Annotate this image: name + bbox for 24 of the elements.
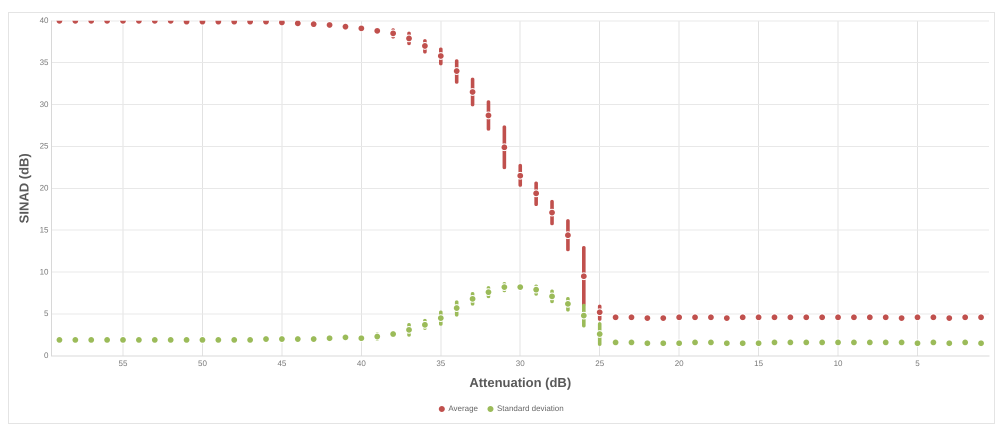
x-tick-label: 30 — [516, 358, 526, 368]
y-tick-label: 20 — [40, 184, 50, 193]
y-tick-label: 25 — [40, 142, 50, 151]
x-axis-title: Attenuation (dB) — [469, 374, 572, 390]
x-tick-label: 35 — [436, 358, 446, 368]
x-tick-label: 50 — [198, 358, 208, 368]
y-tick-label: 0 — [44, 351, 50, 360]
y-tick-label: 30 — [40, 100, 50, 109]
x-tick-label: 10 — [834, 358, 844, 368]
legend-label: Standard deviation — [496, 404, 564, 414]
y-tick-label: 40 — [40, 16, 50, 26]
x-tick-label: 45 — [277, 358, 287, 368]
y-tick-label: 35 — [40, 58, 50, 67]
legend-label: Average — [448, 404, 479, 414]
x-tick-label: 25 — [595, 358, 605, 368]
y-tick-label: 10 — [40, 267, 50, 276]
x-tick-label: 40 — [356, 358, 366, 368]
y-tick-label: 5 — [44, 309, 50, 318]
x-tick-label: 55 — [118, 358, 128, 368]
x-tick-label: 20 — [674, 358, 684, 368]
y-axis-title: SINAD (dB) — [16, 153, 32, 224]
x-tick-label: 5 — [915, 358, 920, 368]
y-tick-label: 15 — [40, 225, 50, 234]
x-tick-label: 15 — [754, 358, 764, 368]
